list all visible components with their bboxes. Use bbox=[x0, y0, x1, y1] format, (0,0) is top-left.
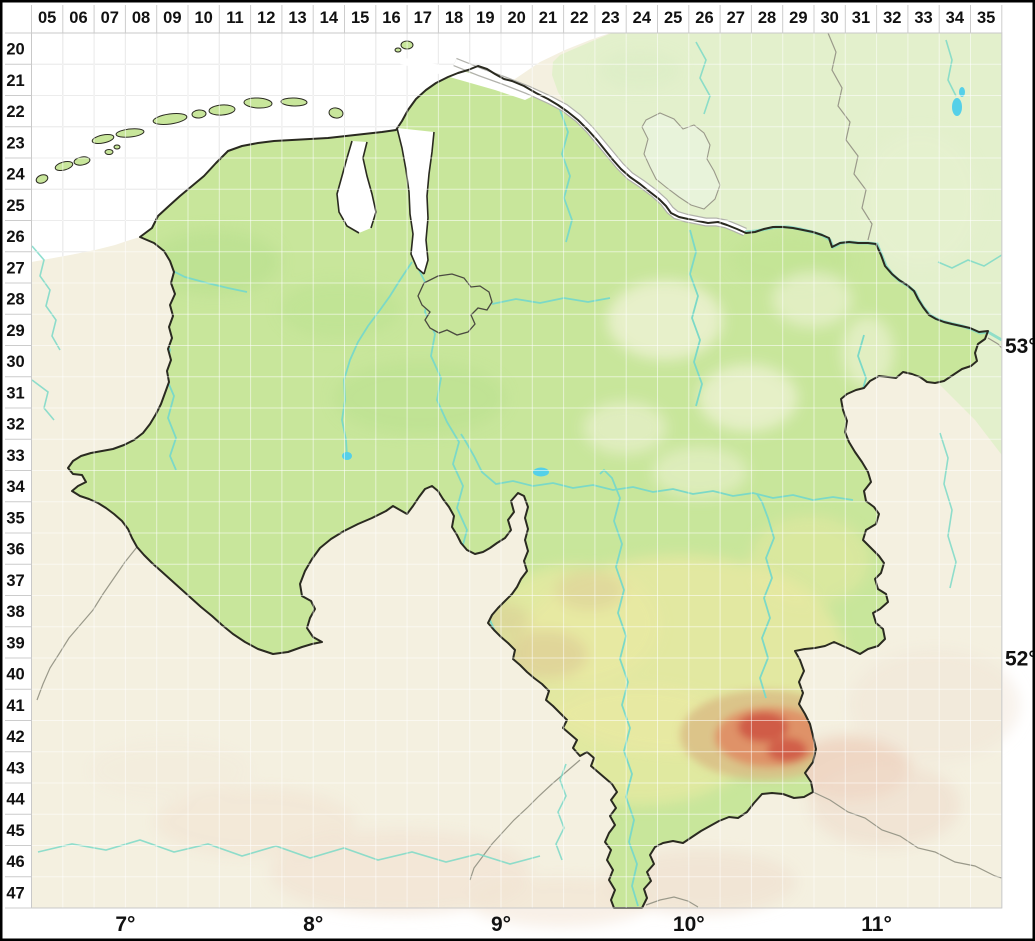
row-header-label: 36 bbox=[6, 541, 24, 559]
column-header-label: 27 bbox=[727, 9, 745, 27]
column-header-label: 33 bbox=[914, 9, 932, 27]
row-header-label: 26 bbox=[6, 228, 24, 246]
column-header-label: 18 bbox=[445, 9, 463, 27]
column-header-label: 06 bbox=[69, 9, 87, 27]
column-header-label: 20 bbox=[507, 9, 525, 27]
column-header-label: 24 bbox=[633, 9, 652, 27]
longitude-label: 7° bbox=[115, 913, 135, 936]
row-header-label: 31 bbox=[6, 384, 24, 402]
column-header-label: 07 bbox=[101, 9, 119, 27]
column-header-label: 13 bbox=[288, 9, 306, 27]
row-header-label: 47 bbox=[6, 884, 24, 902]
column-header-label: 08 bbox=[132, 9, 150, 27]
row-header-label: 20 bbox=[6, 41, 24, 59]
column-header-label: 29 bbox=[789, 9, 807, 27]
row-header-label: 33 bbox=[6, 447, 24, 465]
column-header-label: 35 bbox=[977, 9, 995, 27]
column-header-label: 15 bbox=[351, 9, 369, 27]
row-header-label: 37 bbox=[6, 572, 24, 590]
column-header-label: 25 bbox=[664, 9, 682, 27]
column-header-label: 10 bbox=[194, 9, 212, 27]
longitude-label: 9° bbox=[491, 913, 511, 936]
column-header-label: 32 bbox=[883, 9, 901, 27]
row-header-label: 39 bbox=[6, 634, 24, 652]
margin-separators bbox=[5, 5, 1003, 909]
grid-lines-land bbox=[31, 32, 1003, 909]
column-header-label: 16 bbox=[382, 9, 400, 27]
row-header-label: 45 bbox=[6, 822, 24, 840]
row-header-label: 40 bbox=[6, 666, 24, 684]
row-header-label: 44 bbox=[6, 791, 25, 809]
column-headers: 05 06 07 08 09 10 11 12 13 14 15 16 17 18 19 20 21 22 23 24… bbox=[38, 9, 995, 27]
column-header-label: 05 bbox=[38, 9, 56, 27]
row-header-label: 43 bbox=[6, 759, 24, 777]
row-header-label: 42 bbox=[6, 728, 24, 746]
column-header-label: 28 bbox=[758, 9, 776, 27]
column-header-label: 09 bbox=[163, 9, 181, 27]
steinhuder-meer-lake bbox=[533, 467, 549, 477]
row-header-label: 46 bbox=[6, 853, 24, 871]
latitude-label: 52° bbox=[1005, 648, 1035, 671]
lakes-outside bbox=[952, 87, 965, 116]
longitude-label: 8° bbox=[303, 913, 323, 936]
duemmer-lake bbox=[342, 452, 352, 460]
longitude-label: 10° bbox=[673, 913, 705, 936]
longitude-label: 11° bbox=[861, 913, 892, 936]
column-header-label: 17 bbox=[414, 9, 432, 27]
column-header-label: 21 bbox=[539, 9, 557, 27]
latitude-label: 53° bbox=[1005, 335, 1035, 358]
row-header-label: 30 bbox=[6, 353, 24, 371]
jade-bight bbox=[337, 141, 376, 233]
column-header-label: 19 bbox=[476, 9, 494, 27]
latitude-axis: 53° 52° bbox=[1005, 335, 1035, 671]
column-header-label: 23 bbox=[601, 9, 619, 27]
row-header-label: 29 bbox=[6, 322, 24, 340]
row-header-label: 25 bbox=[6, 197, 24, 215]
row-header-label: 38 bbox=[6, 603, 24, 621]
row-header-label: 34 bbox=[6, 478, 25, 496]
row-header-label: 32 bbox=[6, 416, 24, 434]
weser-estuary-coast bbox=[396, 127, 435, 275]
column-header-label: 11 bbox=[226, 9, 243, 27]
row-header-label: 23 bbox=[6, 134, 24, 152]
row-header-label: 27 bbox=[6, 259, 24, 277]
row-header-label: 28 bbox=[6, 291, 24, 309]
column-header-label: 14 bbox=[320, 9, 339, 27]
longitude-axis: 7° 8° 9° 10° 11° bbox=[115, 913, 892, 936]
column-header-label: 34 bbox=[946, 9, 965, 27]
row-header-label: 35 bbox=[6, 509, 24, 527]
row-header-label: 22 bbox=[6, 103, 24, 121]
row-header-label: 21 bbox=[6, 72, 24, 90]
ratzeburg-lake bbox=[952, 98, 962, 116]
terrain-inside-state bbox=[150, 109, 894, 907]
row-header-label: 24 bbox=[6, 166, 25, 184]
column-header-label: 12 bbox=[257, 9, 275, 27]
column-header-label: 31 bbox=[852, 9, 870, 27]
weser-estuary bbox=[397, 128, 434, 274]
column-header-label: 26 bbox=[695, 9, 713, 27]
column-header-label: 22 bbox=[570, 9, 588, 27]
east-frisian-islands bbox=[35, 40, 414, 184]
column-header-label: 30 bbox=[820, 9, 838, 27]
row-header-label: 41 bbox=[6, 697, 24, 715]
row-headers: 20 21 22 23 24 25 26 27 28 29 30 31 32 33 34 35 36 37 38 39… bbox=[6, 41, 25, 903]
